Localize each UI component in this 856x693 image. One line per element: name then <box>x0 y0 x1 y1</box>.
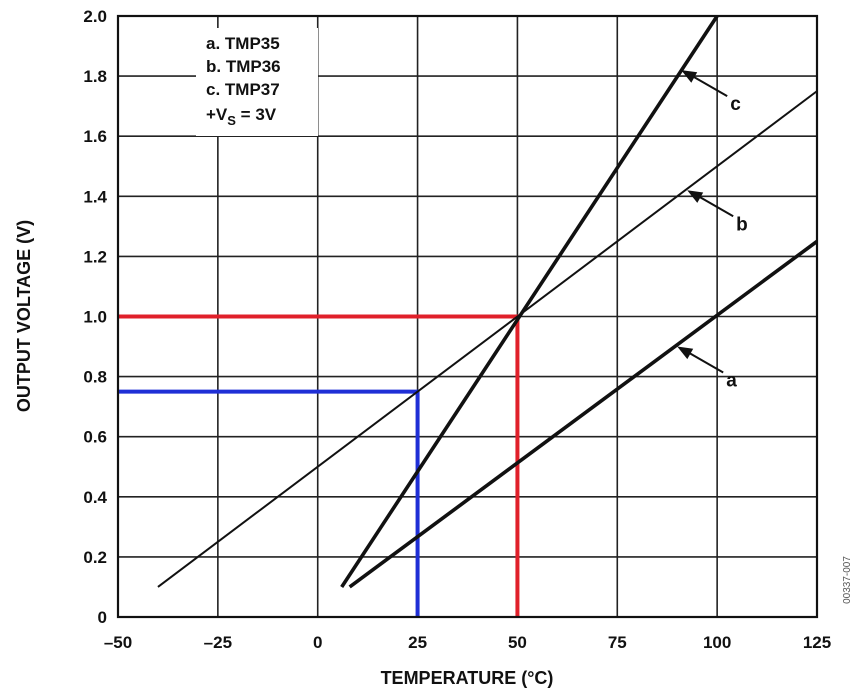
x-tick-labels: –50 –25 0 25 50 75 100 125 <box>104 633 831 652</box>
arrow-head-a <box>677 347 693 360</box>
x-tick-label: 0 <box>313 633 322 652</box>
x-tick-label: 100 <box>703 633 731 652</box>
y-tick-label: 2.0 <box>83 7 107 26</box>
x-tick-label: –50 <box>104 633 132 652</box>
y-tick-label: 0 <box>98 608 107 627</box>
series-label-a: a <box>726 371 737 392</box>
legend-supply-suffix: = 3V <box>236 105 277 124</box>
y-tick-label: 0.6 <box>83 428 107 447</box>
x-tick-label: 50 <box>508 633 527 652</box>
series-label-c: c <box>730 94 741 115</box>
y-tick-label: 1.8 <box>83 67 107 86</box>
y-tick-label: 0.2 <box>83 548 107 567</box>
legend-supply-prefix: +V <box>206 105 228 124</box>
y-tick-labels: 0 0.2 0.4 0.6 0.8 1.0 1.2 1.4 1.6 1.8 2.0 <box>83 7 107 627</box>
legend-entry-c: c. TMP37 <box>206 80 280 99</box>
figure-id: 00337-007 <box>842 556 853 604</box>
x-tick-label: –25 <box>204 633 232 652</box>
x-tick-label: 25 <box>408 633 427 652</box>
y-tick-label: 1.2 <box>83 247 107 266</box>
y-tick-label: 1.6 <box>83 127 107 146</box>
series-line-b <box>158 91 817 587</box>
series-line-c <box>342 16 717 587</box>
legend-entry-a: a. TMP35 <box>206 34 280 53</box>
legend-entry-b: b. TMP36 <box>206 57 281 76</box>
x-tick-label: 125 <box>803 633 831 652</box>
x-axis-title: TEMPERATURE (°C) <box>381 668 554 688</box>
y-tick-label: 0.4 <box>83 488 107 507</box>
y-axis-title: OUTPUT VOLTAGE (V) <box>14 220 34 412</box>
x-tick-label: 75 <box>608 633 627 652</box>
y-tick-label: 0.8 <box>83 368 107 387</box>
series-annotations: a b c <box>677 70 748 391</box>
series-line-a <box>350 241 817 587</box>
y-tick-label: 1.0 <box>83 308 107 327</box>
y-tick-label: 1.4 <box>83 187 107 206</box>
legend-supply-sub: S <box>227 113 236 128</box>
series-label-b: b <box>736 214 748 235</box>
